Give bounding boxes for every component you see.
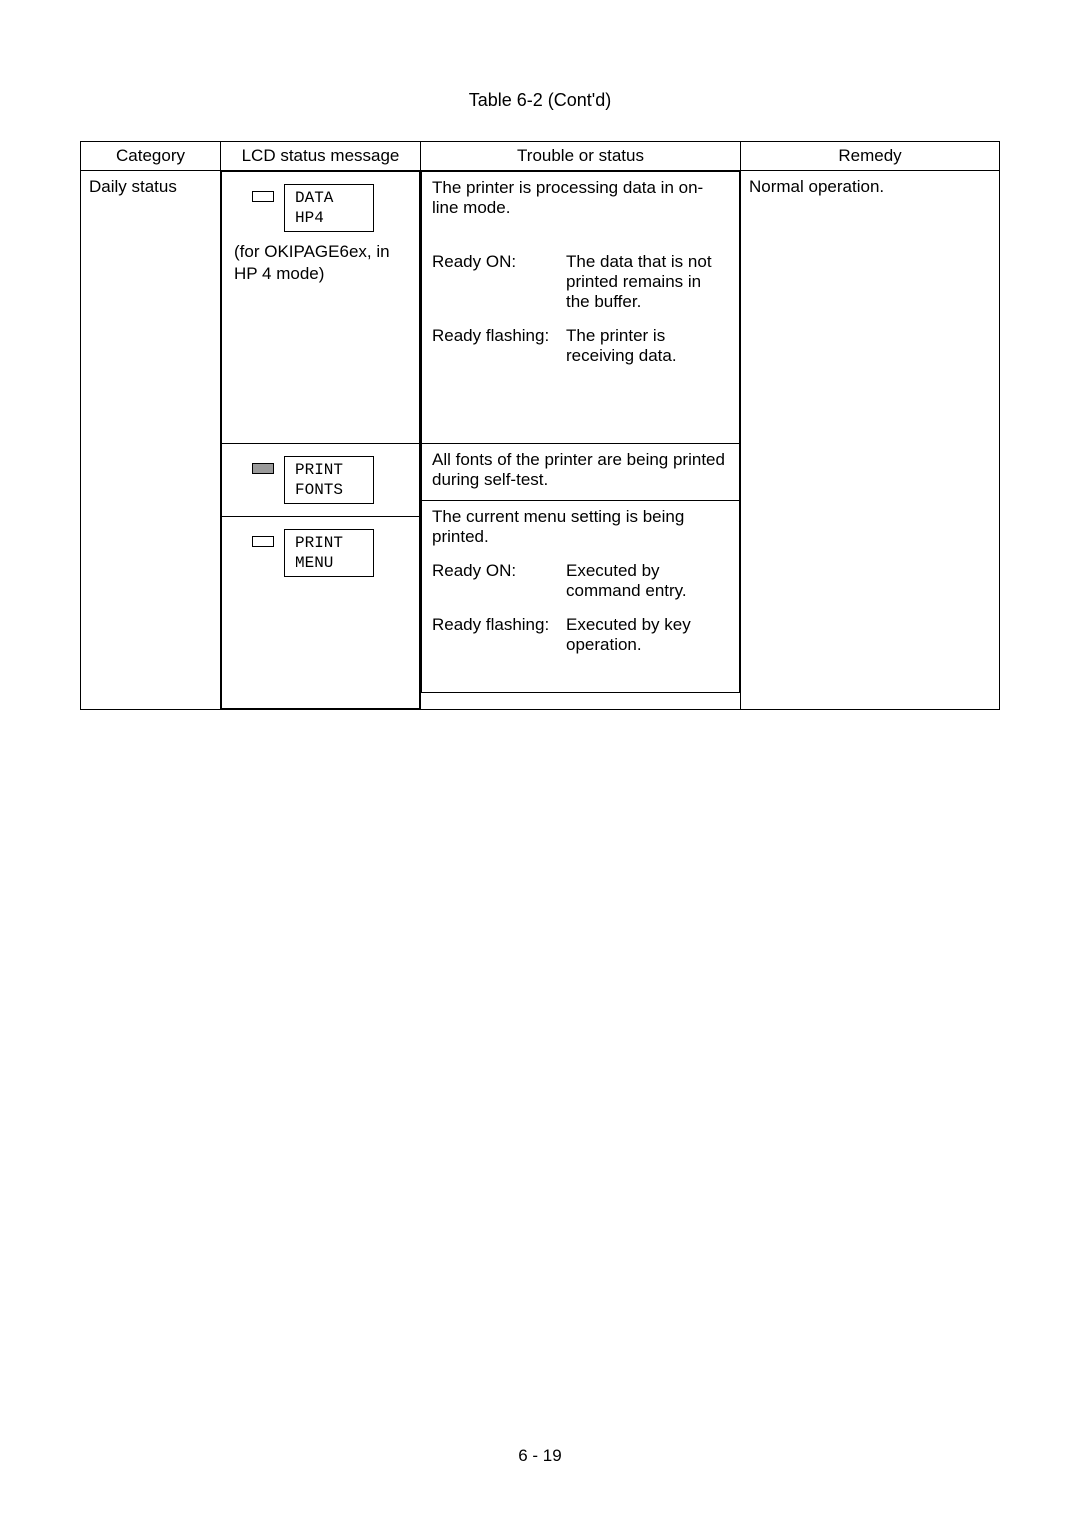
trouble-key: Ready flashing:	[432, 326, 556, 366]
trouble-key: Ready ON:	[432, 252, 556, 312]
cell-remedy: Normal operation.	[741, 171, 1000, 710]
trouble-value: Executed by command entry.	[566, 561, 729, 601]
trouble-key: Ready ON:	[432, 561, 556, 601]
trouble-key: Ready flashing:	[432, 615, 556, 655]
led-icon	[252, 191, 274, 202]
led-icon	[252, 536, 274, 547]
trouble-value: Executed by key operation.	[566, 615, 729, 655]
col-trouble: Trouble or status	[421, 142, 741, 171]
lcd-row-print-menu: PRINT MENU	[230, 525, 411, 581]
lcd-line: PRINT	[295, 460, 363, 480]
lcd-frame: DATA HP4	[284, 184, 374, 232]
lcd-row-print-fonts: PRINT FONTS	[230, 452, 411, 508]
trouble-text: The current menu setting is being printe…	[432, 507, 729, 547]
col-lcd: LCD status message	[221, 142, 421, 171]
col-remedy: Remedy	[741, 142, 1000, 171]
lcd-line: MENU	[295, 553, 363, 573]
trouble-text: The printer is processing data in on-lin…	[432, 178, 729, 218]
lcd-line: HP4	[295, 208, 363, 228]
lcd-line: FONTS	[295, 480, 363, 500]
cell-trouble: The printer is processing data in on-lin…	[421, 171, 741, 710]
lcd-row-data: DATA HP4	[230, 180, 411, 236]
table-title: Table 6-2 (Cont'd)	[80, 90, 1000, 111]
trouble-value: The printer is receiving data.	[566, 326, 729, 366]
lcd-line: PRINT	[295, 533, 363, 553]
trouble-text: All fonts of the printer are being print…	[432, 450, 729, 490]
led-icon	[252, 463, 274, 474]
lcd-note: (for OKIPAGE6ex, in	[230, 236, 411, 264]
lcd-frame: PRINT MENU	[284, 529, 374, 577]
lcd-note: HP 4 mode)	[230, 264, 411, 286]
page-number: 6 - 19	[0, 1446, 1080, 1466]
lcd-line: DATA	[295, 188, 363, 208]
lcd-frame: PRINT FONTS	[284, 456, 374, 504]
trouble-value: The data that is not printed remains in …	[566, 252, 729, 312]
status-table: Category LCD status message Trouble or s…	[80, 141, 1000, 710]
cell-category: Daily status	[81, 171, 221, 710]
cell-lcd: DATA HP4 (for OKIPAGE6ex, in HP 4 mode)	[221, 171, 421, 710]
col-category: Category	[81, 142, 221, 171]
